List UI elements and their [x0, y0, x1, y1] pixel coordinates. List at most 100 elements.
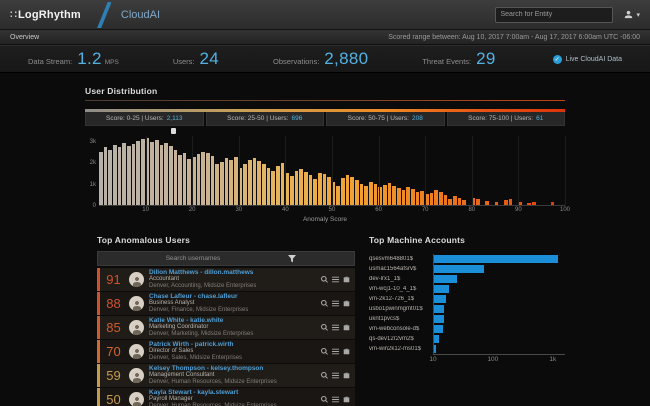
- histogram-bar: [154, 139, 159, 205]
- search-icon[interactable]: [321, 276, 328, 283]
- search-icon[interactable]: [321, 348, 328, 355]
- user-name-link[interactable]: Kelsey Thompson - kelsey.thompson: [149, 365, 264, 373]
- machine-accounts-chart: qsesvm648801$ usmac1564afsrv$ dev-lrx1_1$v…: [369, 254, 565, 354]
- histogram-bar: [373, 183, 378, 205]
- user-menu[interactable]: ▾: [623, 9, 640, 20]
- bucket-label: Score: 75-100 | Users:: [468, 115, 534, 122]
- machine-account-label: dev-lrx1_1$: [369, 276, 401, 282]
- person-icon: [132, 301, 141, 311]
- avatar: [129, 296, 144, 311]
- briefcase-icon[interactable]: [343, 276, 350, 283]
- row-actions: [321, 300, 350, 307]
- tab-overview[interactable]: Overview: [10, 33, 40, 41]
- histogram-bar: [257, 161, 261, 205]
- x-tick-label: 20: [188, 207, 196, 213]
- user-job-title: Business Analyst: [149, 300, 195, 307]
- search-icon[interactable]: [321, 324, 328, 331]
- user-name-link[interactable]: Chase Lafleur - chase.lafleur: [149, 293, 238, 301]
- anomaly-score: 91: [106, 272, 121, 287]
- gridline: [378, 136, 380, 205]
- bucket-score-50-75[interactable]: Score: 50-75 | Users: 208: [326, 112, 445, 126]
- machine-account-row[interactable]: qs-dev12r2vm2$: [369, 334, 565, 344]
- list-icon[interactable]: [332, 300, 339, 307]
- machine-account-row[interactable]: vm-2k12-726_1$: [369, 294, 565, 304]
- user-org: Denver, Human Resources, Midsize Enterpr…: [149, 379, 277, 386]
- user-row[interactable]: 70 Patrick Wirth - patrick.wirth Director …: [97, 340, 355, 363]
- anomaly-score: 59: [106, 368, 121, 383]
- user-row[interactable]: 50 Kayla Stewart - kayla.stewart Payroll M…: [97, 388, 355, 406]
- briefcase-icon[interactable]: [343, 300, 350, 307]
- y-tick-label: 3k: [89, 139, 96, 145]
- user-row[interactable]: 59 Kelsey Thompson - kelsey.thompson Manag…: [97, 364, 355, 387]
- histogram-bar: [457, 197, 462, 205]
- username-search-input[interactable]: [98, 255, 288, 262]
- user-name-link[interactable]: Dillon Matthews - dillon.matthews: [149, 269, 254, 277]
- user-name-link[interactable]: Kayla Stewart - kayla.stewart: [149, 389, 239, 397]
- filter-funnel-icon[interactable]: [288, 254, 296, 263]
- machine-account-row[interactable]: usbo1pwinmgmt01$: [369, 304, 565, 314]
- search-icon[interactable]: [321, 372, 328, 379]
- histogram-bar: [206, 152, 210, 205]
- user-name-link[interactable]: Patrick Wirth - patrick.wirth: [149, 341, 234, 349]
- machine-account-label: qs-dev12r2vm2$: [369, 336, 414, 342]
- user-name-link[interactable]: Katie White - katie.white: [149, 317, 224, 325]
- histogram-bar: [112, 145, 117, 205]
- topbar-actions: ▾: [495, 6, 640, 23]
- histogram-bar: [117, 147, 122, 205]
- bucket-score-75-100[interactable]: Score: 75-100 | Users: 61: [446, 112, 565, 126]
- briefcase-icon[interactable]: [343, 372, 350, 379]
- search-icon[interactable]: [321, 300, 328, 307]
- username-search-bar[interactable]: [97, 251, 355, 266]
- top-machine-accounts-panel: Top Machine Accounts qsesvm648801$ usmac1…: [369, 235, 565, 406]
- machine-account-row[interactable]: uknt1pvcs$: [369, 314, 565, 324]
- score-range-slider-handle[interactable]: [171, 128, 177, 134]
- histogram-bar: [387, 182, 392, 205]
- briefcase-icon[interactable]: [343, 396, 350, 403]
- machine-account-row[interactable]: vm-webconsole-d$: [369, 324, 565, 334]
- list-icon[interactable]: [332, 324, 339, 331]
- machine-account-row[interactable]: usmac1564afsrv$: [369, 264, 565, 274]
- user-job-title: Director of Sales: [149, 348, 194, 355]
- user-info: Dillon Matthews - dillon.matthews Account…: [149, 269, 316, 290]
- list-icon[interactable]: [332, 276, 339, 283]
- machine-account-row[interactable]: vm-wcj1-10_4_1$: [369, 284, 565, 294]
- histogram-bar: [159, 145, 164, 205]
- briefcase-icon[interactable]: [343, 324, 350, 331]
- list-icon[interactable]: [332, 348, 339, 355]
- bucket-score-25-50[interactable]: Score: 25-50 | Users: 696: [205, 112, 324, 126]
- bar-track: [433, 254, 565, 264]
- x-tick-label: 30: [235, 207, 243, 213]
- bucket-score-0-25[interactable]: Score: 0-25 | Users: 2,113: [85, 112, 204, 126]
- user-row[interactable]: 88 Chase Lafleur - chase.lafleur Business …: [97, 292, 355, 315]
- user-row[interactable]: 85 Katie White - katie.white Marketing Coo…: [97, 316, 355, 339]
- top-anomalous-users-panel: Top Anomalous Users 91 Dillon Matthews - …: [97, 235, 355, 406]
- user-info: Patrick Wirth - patrick.wirth Director of…: [149, 341, 316, 362]
- search-icon[interactable]: [321, 396, 328, 403]
- histogram-bar: [322, 174, 327, 205]
- list-icon[interactable]: [332, 396, 339, 403]
- histogram-bar: [234, 157, 238, 205]
- entity-search-input[interactable]: [500, 11, 609, 18]
- entity-search-box[interactable]: [495, 6, 614, 23]
- histogram-bar: [178, 154, 182, 205]
- machine-account-bar: [434, 345, 437, 353]
- avatar: [129, 368, 144, 383]
- x-tick-label: 80: [468, 207, 476, 213]
- histogram-bar: [527, 202, 532, 205]
- histogram-x-label: Anomaly Score: [302, 216, 348, 223]
- machine-account-row[interactable]: dev-lrx1_1$: [369, 274, 565, 284]
- histogram-bar: [122, 143, 126, 205]
- machine-account-label: vm-2k12-726_1$: [369, 296, 415, 302]
- bucket-label: Score: 25-50 | Users:: [227, 115, 289, 122]
- histogram-bar: [317, 173, 322, 205]
- machine-account-row[interactable]: vm-win2k12-ms01$: [369, 344, 565, 354]
- user-row[interactable]: 91 Dillon Matthews - dillon.matthews Accou…: [97, 268, 355, 291]
- list-icon[interactable]: [332, 372, 339, 379]
- histogram-bar: [443, 195, 448, 205]
- histogram-bar: [238, 167, 243, 205]
- briefcase-icon[interactable]: [343, 348, 350, 355]
- user-org: Denver, Marketing, Midsize Enterprises: [149, 331, 254, 338]
- machine-account-bar: [434, 255, 558, 263]
- machine-account-row[interactable]: qsesvm648801$: [369, 254, 565, 264]
- histogram-bar: [243, 164, 247, 205]
